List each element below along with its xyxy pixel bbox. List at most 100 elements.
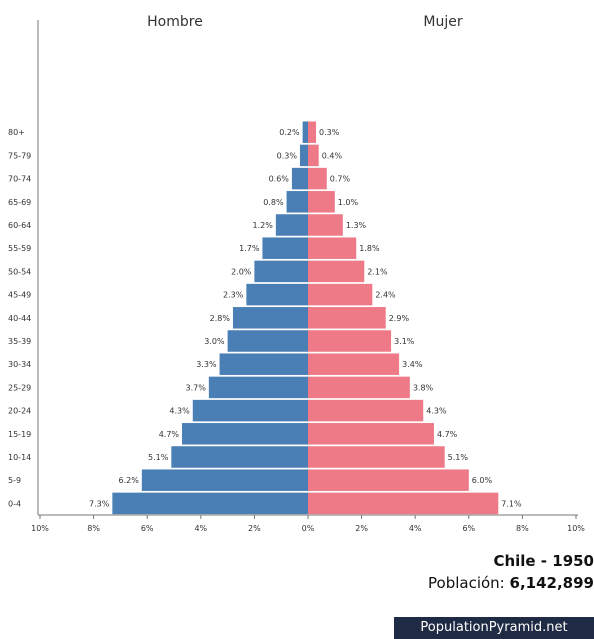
value-label-female-70-74: 0.7%	[330, 175, 351, 184]
x-tick-label: 8%	[516, 524, 529, 533]
age-label-50-54: 50-54	[8, 267, 31, 276]
female-side-title: Mujer	[423, 14, 462, 30]
population-line: Población: 6,142,899	[428, 574, 594, 592]
value-label-female-30-34: 3.4%	[402, 360, 423, 369]
value-label-male-60-64: 1.2%	[253, 221, 274, 230]
x-tick-label: 4%	[409, 524, 422, 533]
age-label-10-14: 10-14	[8, 453, 31, 462]
age-label-55-59: 55-59	[8, 244, 31, 253]
population-label: Población:	[428, 574, 505, 592]
age-label-20-24: 20-24	[8, 407, 31, 416]
x-tick-label: 2%	[248, 524, 261, 533]
age-label-75-79: 75-79	[8, 151, 31, 160]
bar-female-65-69	[308, 191, 335, 213]
bar-female-0-4	[308, 492, 499, 515]
age-label-25-29: 25-29	[8, 383, 31, 392]
x-tick-label: 6%	[141, 524, 154, 533]
bar-male-70-74	[291, 167, 308, 190]
value-label-male-5-9: 6.2%	[119, 476, 140, 485]
bar-male-40-44	[232, 307, 308, 329]
age-label-35-39: 35-39	[8, 337, 31, 346]
bar-female-45-49	[308, 283, 373, 306]
bar-male-20-24	[192, 399, 308, 422]
source-watermark[interactable]: PopulationPyramid.net	[394, 617, 594, 639]
bar-male-0-4	[112, 492, 308, 515]
age-label-70-74: 70-74	[8, 175, 31, 184]
bar-male-25-29	[208, 376, 308, 399]
value-label-female-55-59: 1.8%	[359, 244, 380, 253]
value-label-female-40-44: 2.9%	[389, 314, 410, 323]
age-label-30-34: 30-34	[8, 360, 31, 369]
age-label-0-4: 0-4	[8, 499, 21, 508]
value-label-male-80+: 0.2%	[279, 128, 300, 137]
value-label-male-55-59: 1.7%	[239, 244, 260, 253]
value-label-female-35-39: 3.1%	[394, 337, 415, 346]
x-tick-label: 0%	[302, 524, 315, 533]
bar-female-80+	[308, 121, 317, 143]
bar-female-5-9	[308, 469, 469, 491]
value-label-female-50-54: 2.1%	[367, 267, 388, 276]
bar-male-55-59	[262, 237, 308, 259]
male-side-title: Hombre	[147, 14, 203, 30]
labels-group: 0-4 7.3% 7.1% 5-9 6.2% 6.0% 10-14 5.1% 5.1% 15-19…	[8, 128, 522, 508]
bar-male-30-34	[219, 353, 308, 375]
age-label-40-44: 40-44	[8, 314, 31, 323]
value-label-female-20-24: 4.3%	[426, 407, 447, 416]
value-label-female-75-79: 0.4%	[322, 151, 343, 160]
value-label-male-45-49: 2.3%	[223, 291, 244, 300]
bar-female-75-79	[308, 144, 319, 167]
bar-female-35-39	[308, 330, 392, 352]
age-label-65-69: 65-69	[8, 198, 31, 207]
bar-female-25-29	[308, 376, 410, 399]
bar-female-40-44	[308, 307, 386, 329]
value-label-female-60-64: 1.3%	[346, 221, 367, 230]
bar-male-75-79	[299, 144, 308, 167]
age-label-45-49: 45-49	[8, 291, 31, 300]
bar-male-45-49	[246, 283, 308, 306]
value-label-male-30-34: 3.3%	[196, 360, 217, 369]
value-label-female-0-4: 7.1%	[501, 499, 522, 508]
bar-male-15-19	[182, 423, 308, 445]
population-value: 6,142,899	[509, 574, 594, 592]
value-label-female-5-9: 6.0%	[472, 476, 493, 485]
bar-male-80+	[302, 121, 308, 143]
value-label-male-20-24: 4.3%	[169, 407, 190, 416]
value-label-female-80+: 0.3%	[319, 128, 340, 137]
x-tick-label: 10%	[31, 524, 49, 533]
bar-female-10-14	[308, 446, 445, 468]
bar-male-65-69	[286, 191, 308, 213]
value-label-male-50-54: 2.0%	[231, 267, 252, 276]
value-label-male-70-74: 0.6%	[269, 175, 290, 184]
value-label-male-0-4: 7.3%	[89, 499, 110, 508]
age-label-60-64: 60-64	[8, 221, 31, 230]
bar-male-60-64	[275, 214, 308, 236]
bar-female-15-19	[308, 423, 434, 445]
x-tick-label: 2%	[355, 524, 368, 533]
x-tick-label: 8%	[87, 524, 100, 533]
bar-female-50-54	[308, 260, 365, 283]
country-year-title: Chile - 1950	[493, 552, 594, 570]
bar-female-30-34	[308, 353, 400, 375]
x-tick-label: 4%	[194, 524, 207, 533]
value-label-male-15-19: 4.7%	[159, 430, 180, 439]
x-tick-label: 6%	[462, 524, 475, 533]
age-label-5-9: 5-9	[8, 476, 21, 485]
x-ticks-group: 10% 8% 6% 4% 2% 0% 2% 4% 6% 8% 10%	[31, 515, 585, 533]
bar-female-70-74	[308, 167, 327, 190]
value-label-male-40-44: 2.8%	[210, 314, 231, 323]
age-label-15-19: 15-19	[8, 430, 31, 439]
value-label-female-45-49: 2.4%	[375, 291, 396, 300]
value-label-male-65-69: 0.8%	[263, 198, 284, 207]
bar-female-20-24	[308, 399, 424, 422]
value-label-female-15-19: 4.7%	[437, 430, 458, 439]
age-label-80+: 80+	[8, 128, 25, 137]
bars-group	[112, 121, 499, 515]
population-pyramid-chart: Hombre Mujer 0-4 7.3% 7.1% 5-9 6.2% 6.0% 10-14…	[8, 14, 585, 533]
bar-female-60-64	[308, 214, 343, 236]
value-label-male-35-39: 3.0%	[204, 337, 225, 346]
value-label-male-25-29: 3.7%	[186, 383, 207, 392]
bar-male-5-9	[141, 469, 308, 491]
bar-female-55-59	[308, 237, 357, 259]
value-label-female-65-69: 1.0%	[338, 198, 359, 207]
bar-male-35-39	[227, 330, 308, 352]
